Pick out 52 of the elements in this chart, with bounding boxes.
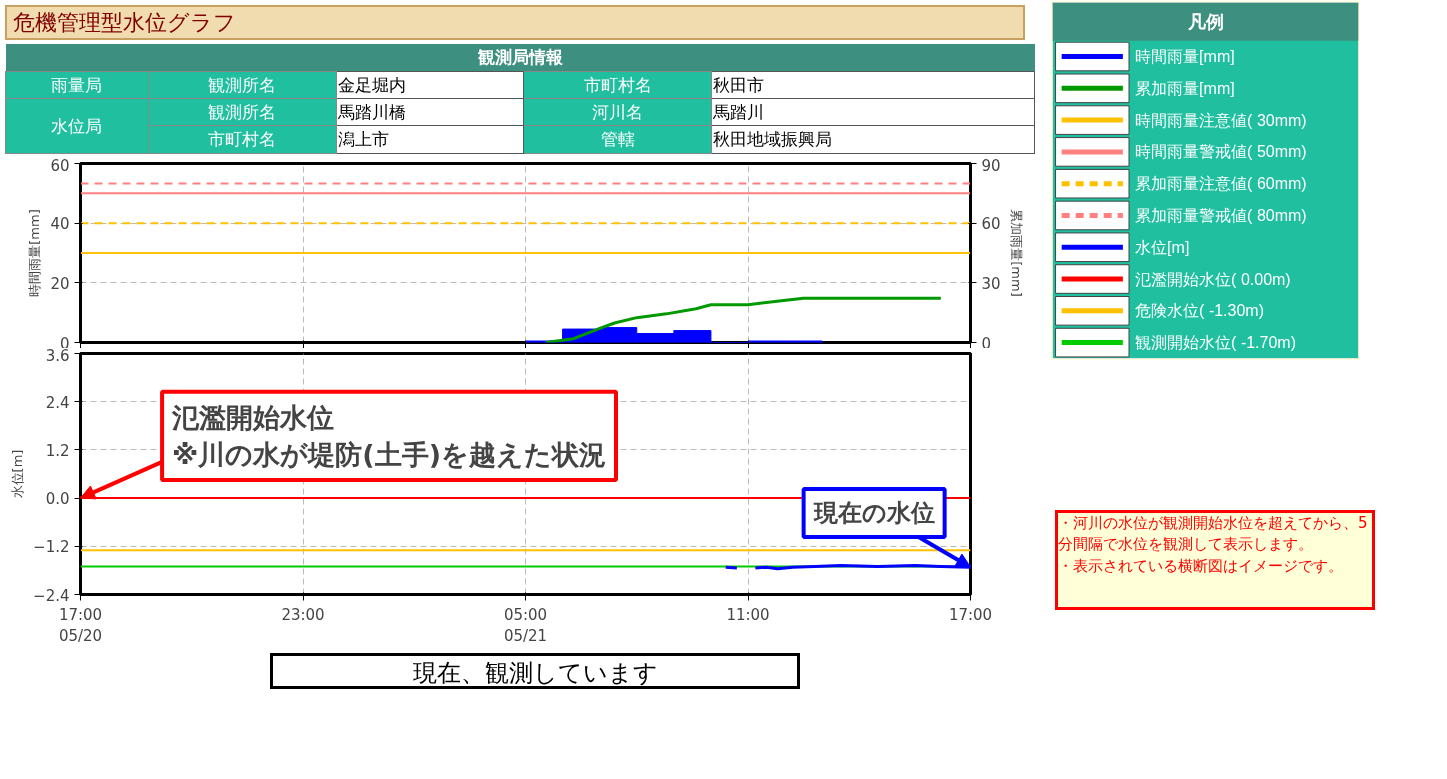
- y-tick-label: 20: [50, 274, 70, 293]
- legend-label: 累加雨量[mm]: [1135, 79, 1235, 97]
- y-tick-label: 1.2: [45, 441, 70, 460]
- text: 管轄: [523, 125, 712, 154]
- x-tick-label: 05:00 05/21: [503, 605, 548, 646]
- y2-tick-label: 90: [981, 156, 1001, 175]
- legend-label: 累加雨量注意値( 60mm): [1135, 175, 1307, 193]
- text: 秋田地域振興局: [711, 125, 1035, 154]
- text: ・河川の水位が観測開始水位を超えてから、5分間隔で水位を観測して表示します。: [1058, 513, 1369, 556]
- text: 観測局情報: [5, 44, 1035, 72]
- legend-label: 累加雨量警戒値( 80mm): [1135, 206, 1307, 224]
- y-tick-label: 60: [50, 156, 70, 175]
- y-axis-title: 時間雨量[mm]: [27, 209, 43, 297]
- text: 観測所名: [148, 98, 337, 126]
- legend-label: 時間雨量[mm]: [1135, 48, 1235, 66]
- y2-tick-label: 30: [981, 274, 1001, 293]
- y2-axis-title: 累加雨量[mm]: [1008, 209, 1024, 297]
- text: 市町村名: [523, 71, 712, 99]
- text: 潟上市: [336, 125, 524, 154]
- text: 水位局: [5, 98, 149, 154]
- legend-label: 水位[m]: [1135, 238, 1190, 256]
- annotation: 現在の水位: [812, 499, 935, 528]
- y-axis-title: 水位[m]: [10, 449, 26, 499]
- y-tick-label: 40: [50, 215, 70, 234]
- legend-label: 観測開始水位( -1.70m): [1135, 334, 1297, 352]
- y-tick-label: −1.2: [33, 538, 70, 557]
- text: 馬踏川: [711, 98, 1035, 126]
- y-tick-label: 2.4: [45, 393, 70, 412]
- text: 秋田市: [711, 71, 1035, 99]
- text: 市町村名: [148, 125, 337, 154]
- text: 現在、観測しています: [412, 658, 658, 689]
- text: 金足堀内: [336, 71, 524, 99]
- legend-label: 危険水位( -1.30m): [1135, 302, 1265, 320]
- x-tick-label: 11:00: [726, 605, 770, 624]
- text: ・表示されている横断図はイメージです。: [1058, 555, 1344, 577]
- x-tick-label: 17:00: [948, 605, 993, 624]
- x-tick-label: 17:00 05/20: [58, 605, 103, 646]
- annotation: 氾濫開始水位 ※川の水が堤防(土手)を越えた状況: [171, 401, 607, 471]
- text: 馬踏川橋: [336, 98, 524, 126]
- text: 雨量局: [5, 71, 149, 99]
- y-tick-label: 0.0: [45, 490, 70, 509]
- legend-title: 凡例: [1186, 11, 1224, 32]
- y2-tick-label: 60: [981, 215, 1001, 234]
- text: 危機管理型水位グラフ: [5, 5, 1025, 41]
- legend-label: 時間雨量注意値( 30mm): [1135, 111, 1307, 129]
- x-tick-label: 23:00: [281, 605, 325, 624]
- y-tick-label: −2.4: [33, 586, 70, 605]
- y2-tick-label: 0: [981, 334, 992, 353]
- text: 観測所名: [148, 71, 337, 99]
- text: 河川名: [523, 98, 712, 126]
- legend-label: 氾濫開始水位( 0.00m): [1135, 270, 1291, 288]
- legend-label: 時間雨量警戒値( 50mm): [1135, 143, 1307, 161]
